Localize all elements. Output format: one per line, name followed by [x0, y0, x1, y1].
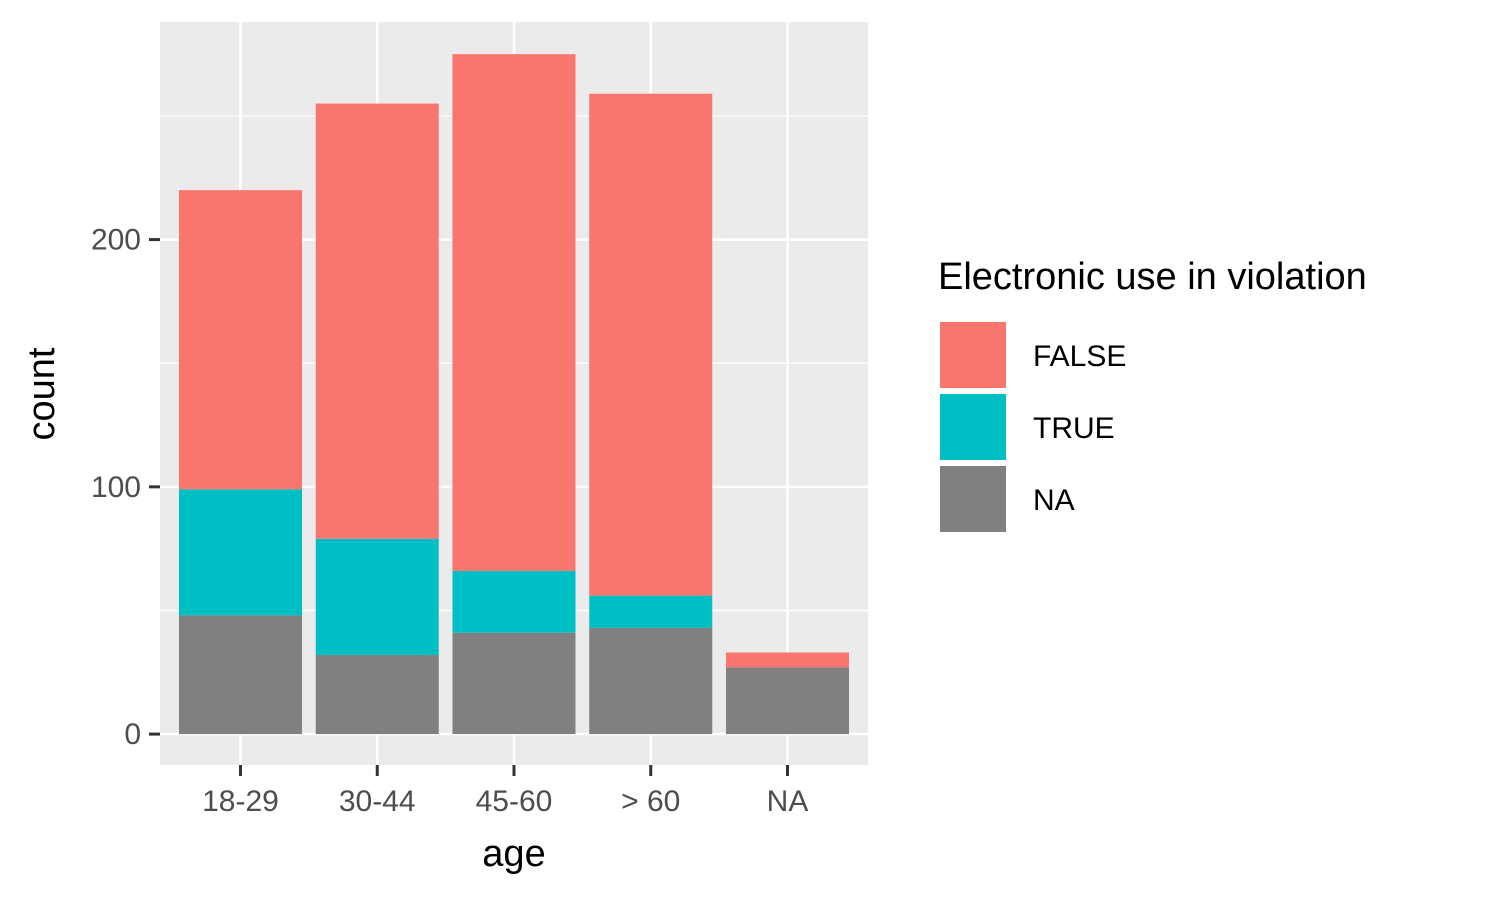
bars	[179, 54, 849, 735]
x-tick-label: 45-60	[476, 785, 553, 818]
bar-na-4	[726, 667, 849, 735]
bar-true-0	[179, 489, 302, 616]
bar-true-1	[315, 538, 439, 655]
y-axis-title: count	[21, 347, 63, 440]
x-tick-label: > 60	[621, 785, 680, 818]
y-tick-label: 0	[124, 718, 141, 751]
bar-false-3	[589, 93, 713, 596]
bar-true-3	[589, 595, 713, 628]
bar-false-4	[726, 652, 849, 668]
legend-label-na: NA	[1033, 484, 1075, 517]
legend-key-true	[940, 394, 1006, 460]
x-axis-title: age	[482, 833, 545, 875]
bar-false-2	[452, 54, 576, 571]
bar-na-3	[589, 627, 713, 735]
bar-na-1	[315, 654, 439, 735]
bar-true-2	[452, 570, 576, 633]
bar-na-2	[452, 632, 576, 735]
legend: Electronic use in violation FALSE TRUE NA	[938, 256, 1367, 532]
x-axis: 18-29 30-44 45-60 > 60 NA	[202, 765, 808, 818]
legend-key-false	[940, 322, 1006, 388]
legend-label-false: FALSE	[1033, 340, 1126, 373]
legend-key-na	[940, 466, 1006, 532]
legend-label-true: TRUE	[1033, 412, 1115, 445]
bar-false-0	[179, 190, 302, 490]
bar-na-0	[179, 615, 302, 735]
x-tick-label: 18-29	[202, 785, 279, 818]
x-tick-label: 30-44	[339, 785, 416, 818]
y-axis: 0 100 200	[91, 224, 160, 751]
bar-false-1	[315, 103, 439, 539]
y-tick-label: 100	[91, 471, 141, 504]
legend-title: Electronic use in violation	[938, 256, 1367, 298]
y-tick-label: 200	[91, 224, 141, 257]
x-tick-label: NA	[767, 785, 809, 818]
